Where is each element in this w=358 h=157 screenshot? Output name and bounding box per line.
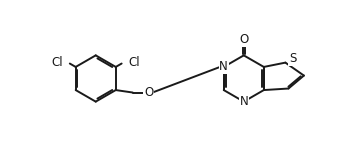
Text: N: N [219, 60, 228, 73]
Text: O: O [239, 33, 248, 46]
Text: S: S [289, 52, 296, 65]
Text: Cl: Cl [129, 56, 140, 69]
Text: N: N [240, 95, 248, 108]
Text: Cl: Cl [52, 56, 63, 69]
Text: O: O [144, 86, 153, 99]
